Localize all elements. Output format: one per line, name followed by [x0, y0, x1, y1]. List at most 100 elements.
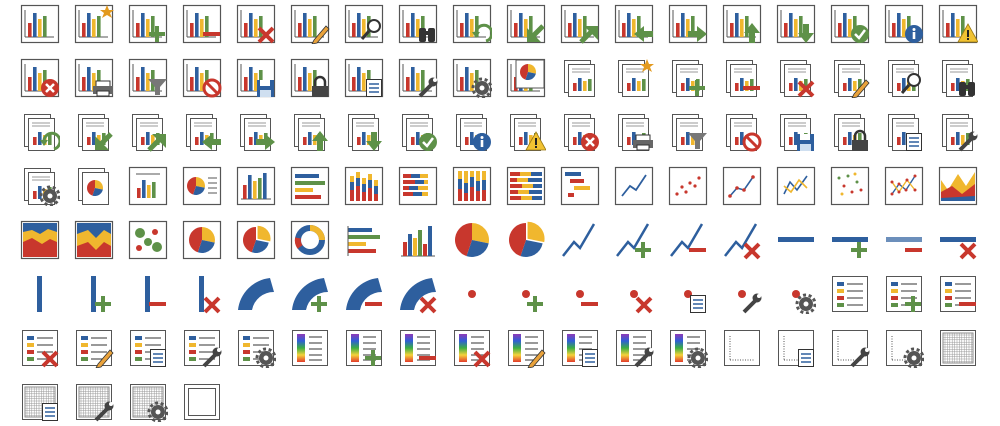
stacked-area-chart-icon[interactable]: [20, 220, 60, 260]
horizontal-axis-add-icon[interactable]: [830, 220, 870, 260]
color-scale-delete-icon[interactable]: [452, 328, 492, 368]
chart-report-properties-icon[interactable]: [884, 112, 924, 152]
bar-chart-warning-icon[interactable]: [938, 4, 978, 44]
color-scale-settings-icon[interactable]: [668, 328, 708, 368]
chart-report-print-icon[interactable]: [614, 112, 654, 152]
chart-report-forbidden-icon[interactable]: [722, 112, 762, 152]
chart-report-filter-icon[interactable]: [668, 112, 708, 152]
bar-chart-arrow-up-right-icon[interactable]: [560, 4, 600, 44]
vertical-bars-icon[interactable]: [398, 220, 438, 260]
pie-exploded-plain-icon[interactable]: [506, 220, 546, 260]
bar-chart-delete-icon[interactable]: [236, 4, 276, 44]
percent-stacked-bar-chart-icon[interactable]: [506, 166, 546, 206]
multi-line-markers-chart-icon[interactable]: [884, 166, 924, 206]
percent-area-chart-icon[interactable]: [74, 220, 114, 260]
plot-area-icon[interactable]: [722, 328, 762, 368]
chart-report-arrow-right-icon[interactable]: [236, 112, 276, 152]
color-scale-edit-icon[interactable]: [506, 328, 546, 368]
bar-chart-arrow-up-icon[interactable]: [722, 4, 762, 44]
bar-chart-binoculars-icon[interactable]: [398, 4, 438, 44]
bar-chart-error-icon[interactable]: [20, 58, 60, 98]
multi-scatter-chart-icon[interactable]: [830, 166, 870, 206]
gantt-chart-icon[interactable]: [560, 166, 600, 206]
chart-report-edit-icon[interactable]: [830, 58, 870, 98]
vertical-axis-remove-icon[interactable]: [128, 274, 168, 314]
line-series-remove-icon[interactable]: [668, 220, 708, 260]
line-series-add-icon[interactable]: [614, 220, 654, 260]
chart-report-arrow-up-icon[interactable]: [290, 112, 330, 152]
chart-report-settings-icon[interactable]: [20, 166, 60, 206]
bar-chart-arrow-down-icon[interactable]: [776, 4, 816, 44]
line-series-delete-icon[interactable]: [722, 220, 762, 260]
exploded-pie-chart-icon[interactable]: [236, 220, 276, 260]
bar-chart-edit-icon[interactable]: [290, 4, 330, 44]
chart-report-search-icon[interactable]: [884, 58, 924, 98]
data-point-settings-icon[interactable]: [776, 274, 816, 314]
vertical-axis-icon[interactable]: [20, 274, 60, 314]
bar-report-icon[interactable]: [128, 166, 168, 206]
bar-chart-arrow-right-icon[interactable]: [668, 4, 708, 44]
chart-report-remove-icon[interactable]: [722, 58, 762, 98]
chart-report-save-icon[interactable]: [776, 112, 816, 152]
pie-report-icon[interactable]: [74, 166, 114, 206]
bar-chart-horizontal-icon[interactable]: [290, 166, 330, 206]
chart-report-error-icon[interactable]: [560, 112, 600, 152]
legend-icon[interactable]: [830, 274, 870, 314]
area-chart-icon[interactable]: [938, 166, 978, 206]
horizontal-axis-delete-icon[interactable]: [938, 220, 978, 260]
line-series-icon[interactable]: [560, 220, 600, 260]
color-scale-icon[interactable]: [290, 328, 330, 368]
scatter-chart-icon[interactable]: [668, 166, 708, 206]
chart-report-arrow-left-icon[interactable]: [182, 112, 222, 152]
pie-chart-icon[interactable]: [182, 220, 222, 260]
color-scale-add-icon[interactable]: [344, 328, 384, 368]
line-markers-chart-icon[interactable]: [722, 166, 762, 206]
data-point-properties-icon[interactable]: [668, 274, 708, 314]
chart-report-tools-icon[interactable]: [938, 112, 978, 152]
chart-report-lock-icon[interactable]: [830, 112, 870, 152]
pie-chart-report-icon[interactable]: [506, 58, 546, 98]
chart-report-warning-icon[interactable]: [506, 112, 546, 152]
bar-chart-properties-icon[interactable]: [344, 58, 384, 98]
column-chart-icon[interactable]: [236, 166, 276, 206]
plot-area-properties-icon[interactable]: [776, 328, 816, 368]
gridlines-properties-icon[interactable]: [20, 382, 60, 422]
gridlines-settings-icon[interactable]: [128, 382, 168, 422]
bar-chart-add-icon[interactable]: [128, 4, 168, 44]
gauge-icon[interactable]: [236, 274, 276, 314]
horizontal-bars-icon[interactable]: [344, 220, 384, 260]
bubble-chart-icon[interactable]: [128, 220, 168, 260]
bar-chart-ok-icon[interactable]: [830, 4, 870, 44]
legend-tools-icon[interactable]: [182, 328, 222, 368]
legend-add-icon[interactable]: [884, 274, 924, 314]
data-point-remove-icon[interactable]: [560, 274, 600, 314]
data-point-add-icon[interactable]: [506, 274, 546, 314]
bar-chart-remove-icon[interactable]: [182, 4, 222, 44]
bar-chart-search-icon[interactable]: [344, 4, 384, 44]
chart-report-arrow-down-left-icon[interactable]: [74, 112, 114, 152]
vertical-axis-add-icon[interactable]: [74, 274, 114, 314]
gridlines-tools-icon[interactable]: [74, 382, 114, 422]
bar-chart-arrow-left-icon[interactable]: [614, 4, 654, 44]
bar-chart-icon[interactable]: [20, 4, 60, 44]
chart-frame-icon[interactable]: [182, 382, 222, 422]
color-scale-properties-icon[interactable]: [560, 328, 600, 368]
chart-report-star-icon[interactable]: [614, 58, 654, 98]
bar-chart-print-icon[interactable]: [74, 58, 114, 98]
multi-line-chart-icon[interactable]: [776, 166, 816, 206]
chart-report-icon[interactable]: [560, 58, 600, 98]
chart-report-refresh-icon[interactable]: [20, 112, 60, 152]
bar-chart-arrow-down-left-icon[interactable]: [506, 4, 546, 44]
data-point-icon[interactable]: [452, 274, 492, 314]
gauge-remove-icon[interactable]: [344, 274, 384, 314]
legend-properties-icon[interactable]: [128, 328, 168, 368]
stacked-column-chart-icon[interactable]: [344, 166, 384, 206]
vertical-axis-delete-icon[interactable]: [182, 274, 222, 314]
bar-chart-refresh-icon[interactable]: [452, 4, 492, 44]
stacked-bar-chart-icon[interactable]: [398, 166, 438, 206]
chart-report-arrow-down-icon[interactable]: [344, 112, 384, 152]
chart-report-info-icon[interactable]: [452, 112, 492, 152]
bar-chart-save-icon[interactable]: [236, 58, 276, 98]
line-chart-icon[interactable]: [614, 166, 654, 206]
bar-chart-info-icon[interactable]: [884, 4, 924, 44]
